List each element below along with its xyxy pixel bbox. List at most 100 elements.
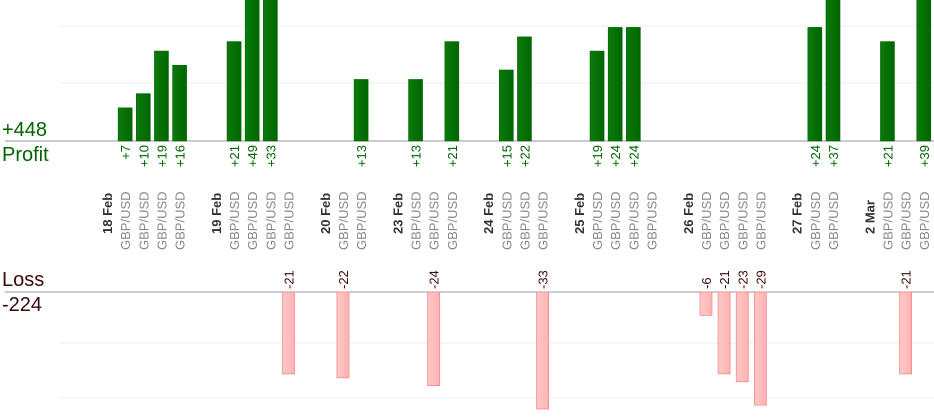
profit-data-label: +21 xyxy=(880,145,895,167)
profit-data-label: +21 xyxy=(445,145,460,167)
profit-bar xyxy=(136,93,151,142)
profit-bar xyxy=(607,27,623,142)
pair-tick-label: GBP/USD xyxy=(245,191,260,250)
pair-tick-label: GBP/USD xyxy=(645,191,660,250)
profit-data-label: +49 xyxy=(245,145,260,167)
profit-data-label: +13 xyxy=(409,145,424,167)
pair-tick-label: GBP/USD xyxy=(409,191,424,250)
profit-data-label: +22 xyxy=(517,145,532,167)
profit-data-label: +24 xyxy=(608,145,623,167)
date-tick-label: 25 Feb xyxy=(572,193,587,234)
pair-tick-label: GBP/USD xyxy=(826,191,841,250)
profit-bar xyxy=(154,50,169,142)
loss-bar xyxy=(536,291,549,410)
pair-tick-label: GBP/USD xyxy=(699,191,714,250)
loss-bar xyxy=(699,291,713,316)
loss-bar xyxy=(336,291,350,379)
profit-title: Profit xyxy=(2,144,49,166)
pair-tick-label: GBP/USD xyxy=(517,191,532,250)
date-tick-label: 2 Mar xyxy=(862,200,877,234)
pair-tick-label: GBP/USD xyxy=(608,191,623,250)
pair-tick-label: GBP/USD xyxy=(354,191,369,250)
loss-data-label: -23 xyxy=(735,270,750,289)
pair-tick-label: GBP/USD xyxy=(136,191,151,250)
pair-tick-label: GBP/USD xyxy=(445,191,460,250)
profit-data-label: +21 xyxy=(227,145,242,167)
loss-bar xyxy=(282,291,295,375)
loss-data-label: -21 xyxy=(899,270,914,289)
loss-data-label: -24 xyxy=(427,270,442,289)
pair-tick-label: GBP/USD xyxy=(899,191,914,250)
loss-bar xyxy=(754,291,767,406)
profit-data-label: +16 xyxy=(173,145,188,167)
date-tick-label: 18 Feb xyxy=(100,193,115,234)
date-tick-label: 26 Feb xyxy=(681,193,696,234)
profit-bar xyxy=(263,0,278,142)
profit-data-label: +13 xyxy=(354,145,369,167)
profit-bar xyxy=(226,41,242,142)
profit-data-label: +7 xyxy=(118,145,133,160)
loss-bar xyxy=(899,291,912,375)
loss-bar xyxy=(427,291,441,386)
loss-data-label: -6 xyxy=(699,277,714,289)
pair-tick-label: GBP/USD xyxy=(917,191,932,250)
loss-data-label: -21 xyxy=(282,270,297,289)
loss-data-label: -29 xyxy=(753,270,768,289)
pair-tick-label: GBP/USD xyxy=(717,191,732,250)
profit-data-label: +15 xyxy=(499,145,514,167)
profit-bar xyxy=(408,79,423,142)
profit-bar xyxy=(172,64,187,142)
profit-bar xyxy=(498,69,514,142)
profit-data-label: +24 xyxy=(626,145,641,167)
date-tick-label: 20 Feb xyxy=(318,193,333,234)
pair-tick-label: GBP/USD xyxy=(590,191,605,250)
pair-tick-label: GBP/USD xyxy=(263,191,278,250)
profit-data-label: +33 xyxy=(263,145,278,167)
pair-tick-label: GBP/USD xyxy=(118,191,133,250)
pair-tick-label: GBP/USD xyxy=(753,191,768,250)
pair-tick-label: GBP/USD xyxy=(499,191,514,250)
loss-data-label: -21 xyxy=(717,270,732,289)
pair-tick-label: GBP/USD xyxy=(880,191,895,250)
date-tick-label: 19 Feb xyxy=(209,193,224,234)
profit-data-label: +19 xyxy=(154,145,169,167)
pair-tick-label: GBP/USD xyxy=(227,191,242,250)
pair-tick-label: GBP/USD xyxy=(427,191,442,250)
profit-bar xyxy=(880,41,895,142)
pair-tick-label: GBP/USD xyxy=(154,191,169,250)
profit-bar xyxy=(244,0,260,142)
loss-data-label: -22 xyxy=(336,270,351,289)
profit-bar xyxy=(916,0,932,142)
date-tick-label: 23 Feb xyxy=(390,193,405,234)
profit-data-label: +24 xyxy=(808,145,823,167)
pair-tick-label: GBP/USD xyxy=(282,191,297,250)
loss-bar xyxy=(735,291,749,383)
pair-tick-label: GBP/USD xyxy=(536,191,551,250)
loss-data-label: -33 xyxy=(536,270,551,289)
pair-tick-label: GBP/USD xyxy=(808,191,823,250)
profit-data-label: +37 xyxy=(826,145,841,167)
loss-bar xyxy=(717,291,731,375)
profit-bar xyxy=(353,79,369,142)
profit-bar xyxy=(444,41,460,142)
profit-total-label: +448 xyxy=(2,119,48,141)
profit-bar xyxy=(589,50,605,142)
profit-bar xyxy=(825,0,841,142)
pair-tick-label: GBP/USD xyxy=(626,191,641,250)
profit-bar xyxy=(626,27,641,142)
profit-bar xyxy=(517,36,532,142)
loss-total-label: -224 xyxy=(2,294,43,316)
profit-bar xyxy=(807,27,823,142)
loss-title: Loss xyxy=(2,269,45,291)
profit-data-label: +39 xyxy=(917,145,932,167)
date-tick-label: 27 Feb xyxy=(790,193,805,234)
pair-tick-label: GBP/USD xyxy=(735,191,750,250)
pair-tick-label: GBP/USD xyxy=(336,191,351,250)
date-tick-label: 24 Feb xyxy=(481,193,496,234)
profit-data-label: +10 xyxy=(136,145,151,167)
profit-data-label: +19 xyxy=(590,145,605,167)
profit-bar xyxy=(117,107,133,142)
pair-tick-label: GBP/USD xyxy=(173,191,188,250)
